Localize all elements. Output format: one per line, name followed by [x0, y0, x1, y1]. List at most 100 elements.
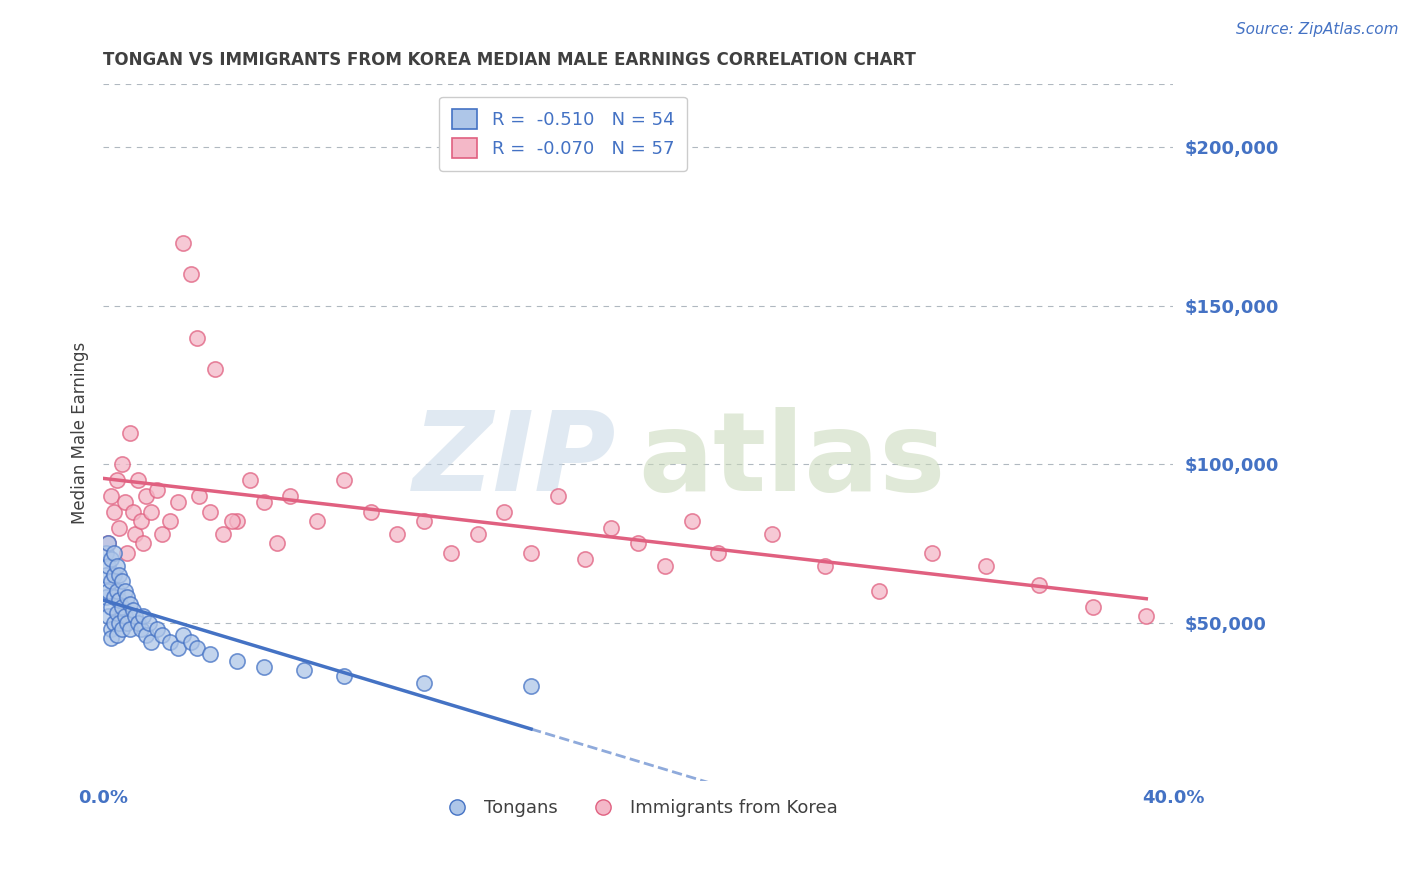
Point — [252, 495, 274, 509]
Point — [127, 615, 149, 630]
Point — [97, 536, 120, 550]
Point — [141, 505, 163, 519]
Point — [121, 505, 143, 519]
Point — [111, 599, 134, 614]
Point — [654, 558, 676, 573]
Point — [440, 546, 463, 560]
Point — [108, 593, 131, 607]
Point — [135, 628, 157, 642]
Point — [111, 457, 134, 471]
Point — [97, 558, 120, 573]
Point — [180, 267, 202, 281]
Point — [172, 628, 194, 642]
Y-axis label: Median Male Earnings: Median Male Earnings — [72, 342, 89, 524]
Point — [280, 489, 302, 503]
Point — [868, 583, 890, 598]
Point — [124, 609, 146, 624]
Point — [100, 599, 122, 614]
Point — [159, 634, 181, 648]
Point — [172, 235, 194, 250]
Point — [761, 527, 783, 541]
Point — [94, 568, 117, 582]
Point — [186, 640, 208, 655]
Point — [118, 425, 141, 440]
Point — [103, 568, 125, 582]
Point — [115, 546, 138, 560]
Point — [221, 514, 243, 528]
Point — [129, 622, 152, 636]
Point — [1081, 599, 1104, 614]
Text: atlas: atlas — [638, 407, 945, 514]
Point — [103, 615, 125, 630]
Point — [118, 622, 141, 636]
Point — [180, 634, 202, 648]
Point — [132, 536, 155, 550]
Point — [150, 628, 173, 642]
Point — [159, 514, 181, 528]
Point — [198, 648, 221, 662]
Point — [138, 615, 160, 630]
Text: ZIP: ZIP — [413, 407, 617, 514]
Point — [100, 489, 122, 503]
Point — [974, 558, 997, 573]
Point — [333, 669, 356, 683]
Point — [600, 520, 623, 534]
Point — [118, 597, 141, 611]
Point — [97, 583, 120, 598]
Point — [627, 536, 650, 550]
Point — [114, 609, 136, 624]
Point — [111, 622, 134, 636]
Point — [135, 489, 157, 503]
Point — [103, 591, 125, 605]
Point — [204, 362, 226, 376]
Point — [198, 505, 221, 519]
Point — [186, 330, 208, 344]
Point — [921, 546, 943, 560]
Point — [100, 552, 122, 566]
Point — [97, 609, 120, 624]
Point — [121, 603, 143, 617]
Point — [167, 495, 190, 509]
Point — [814, 558, 837, 573]
Point — [225, 514, 247, 528]
Point — [150, 527, 173, 541]
Point — [252, 660, 274, 674]
Point — [1028, 577, 1050, 591]
Point — [105, 606, 128, 620]
Point — [520, 679, 543, 693]
Legend: Tongans, Immigrants from Korea: Tongans, Immigrants from Korea — [432, 792, 845, 824]
Point — [105, 583, 128, 598]
Point — [132, 609, 155, 624]
Point — [225, 654, 247, 668]
Text: Source: ZipAtlas.com: Source: ZipAtlas.com — [1236, 22, 1399, 37]
Point — [114, 583, 136, 598]
Point — [1135, 609, 1157, 624]
Point — [333, 473, 356, 487]
Point — [188, 489, 211, 503]
Point — [94, 591, 117, 605]
Point — [100, 622, 122, 636]
Point — [115, 591, 138, 605]
Point — [111, 574, 134, 589]
Point — [307, 514, 329, 528]
Point — [103, 546, 125, 560]
Point — [467, 527, 489, 541]
Point — [494, 505, 516, 519]
Point — [145, 622, 167, 636]
Point — [129, 514, 152, 528]
Point — [105, 473, 128, 487]
Point — [105, 558, 128, 573]
Point — [520, 546, 543, 560]
Point — [108, 615, 131, 630]
Text: TONGAN VS IMMIGRANTS FROM KOREA MEDIAN MALE EARNINGS CORRELATION CHART: TONGAN VS IMMIGRANTS FROM KOREA MEDIAN M… — [103, 51, 915, 69]
Point — [212, 527, 235, 541]
Point — [574, 552, 596, 566]
Point — [127, 473, 149, 487]
Point — [97, 536, 120, 550]
Point — [167, 640, 190, 655]
Point — [266, 536, 288, 550]
Point — [707, 546, 730, 560]
Point — [108, 520, 131, 534]
Point — [115, 615, 138, 630]
Point — [105, 628, 128, 642]
